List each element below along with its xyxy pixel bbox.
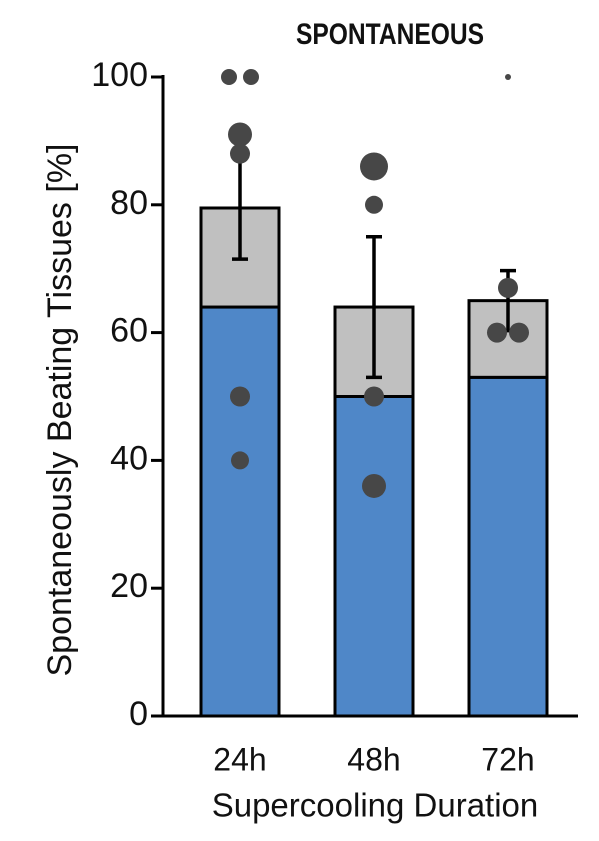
error-bar	[366, 235, 382, 380]
y-tick-label: 20	[110, 567, 148, 605]
y-tick-label: 40	[110, 439, 148, 477]
data-point	[509, 322, 529, 343]
x-tick-label: 48h	[347, 741, 400, 777]
data-point	[228, 122, 252, 147]
chart-title: SPONTANEOUS	[296, 17, 484, 51]
bar-segment	[467, 299, 549, 379]
data-point	[230, 386, 250, 407]
bar-segment	[467, 375, 549, 718]
data-point	[360, 152, 388, 181]
data-point	[365, 195, 383, 214]
data-point	[487, 322, 507, 343]
x-tick-label: 24h	[213, 741, 266, 777]
data-point	[230, 143, 250, 164]
data-point	[243, 69, 259, 85]
y-axis-label: Spontaneously Beating Tissues [%]	[41, 144, 79, 677]
data-point	[231, 451, 249, 470]
x-axis-label: Supercooling Duration	[212, 787, 539, 824]
y-tick-label: 80	[110, 184, 148, 222]
bar-segment	[199, 305, 281, 718]
x-tick-label: 72h	[481, 741, 534, 777]
y-tick-label: 60	[110, 312, 148, 350]
y-tick-label: 100	[91, 56, 148, 94]
data-point	[505, 74, 511, 80]
data-point	[498, 277, 518, 298]
data-point	[364, 386, 384, 407]
bar-segment	[333, 395, 415, 718]
data-point	[221, 69, 237, 85]
data-point	[362, 473, 386, 498]
y-tick-label: 0	[129, 695, 148, 733]
